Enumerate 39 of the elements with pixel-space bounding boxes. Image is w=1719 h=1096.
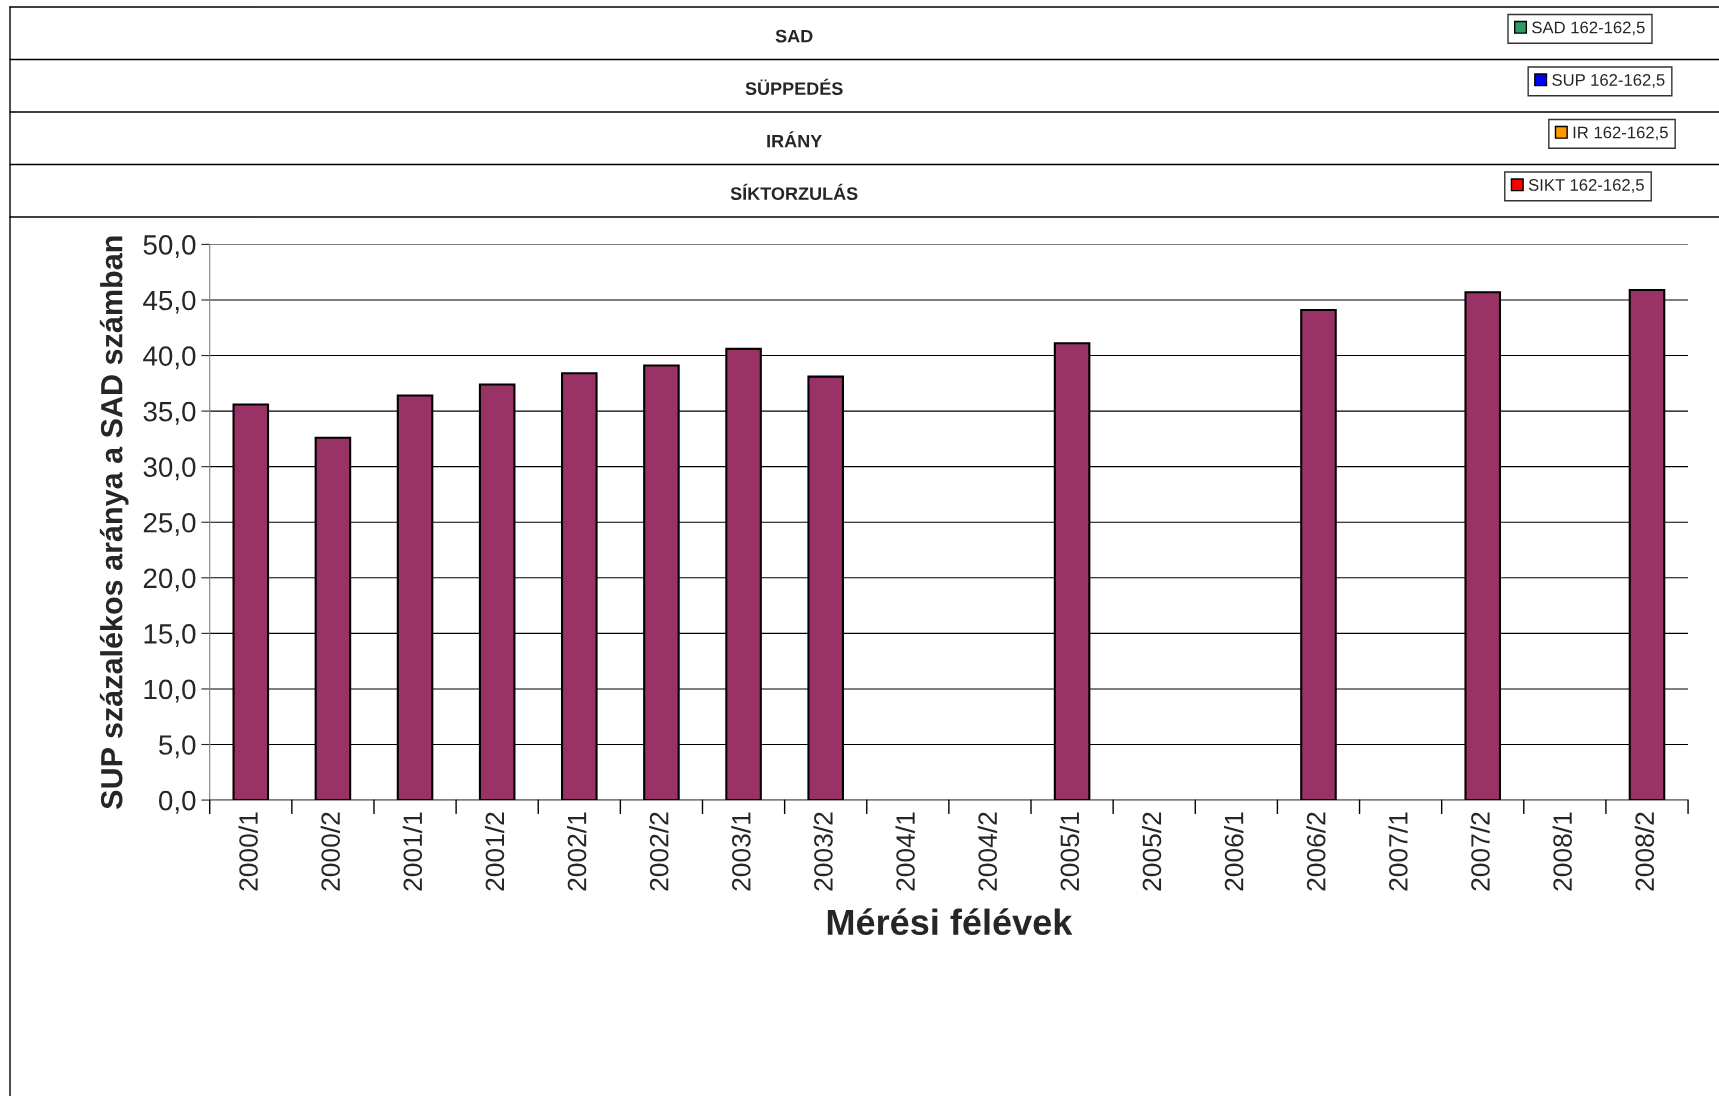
- y-tick-label: 50,0: [143, 235, 196, 259]
- y-tick-label: 35,0: [143, 401, 196, 425]
- y-tick-label: 45,0: [143, 290, 196, 314]
- y-tick-label: 10,0: [144, 679, 196, 703]
- x-tick-label: 2006/1: [1224, 812, 1244, 891]
- legend-label: SUP 162-162,5: [1552, 74, 1665, 88]
- y-tick-label: 40,0: [143, 346, 196, 370]
- y-tick-label: 25,0: [143, 512, 196, 536]
- legend-label: SAD 162-162,5: [1532, 21, 1645, 36]
- y-tick-label: 5,0: [159, 735, 196, 759]
- y-tick-label: 20,0: [143, 568, 196, 592]
- y-tick-label: 15,0: [144, 624, 196, 647]
- x-tick-label: 2008/2: [1634, 812, 1655, 891]
- x-tick-label: 2000/1: [238, 812, 258, 891]
- text: SÍKTORZULÁS: [730, 183, 858, 200]
- x-tick-label: 2002/1: [567, 812, 587, 891]
- x-tick-label: 2000/2: [320, 812, 340, 891]
- y-tick-label: 0,0: [159, 790, 196, 814]
- x-tick-label: 2003/1: [731, 812, 751, 891]
- x-tick-label: 2004/1: [895, 812, 915, 891]
- text: IRÁNY: [767, 131, 822, 148]
- x-tick-label: 2004/2: [977, 812, 998, 891]
- y-tick-label: 30,0: [143, 457, 196, 481]
- text: SAD: [775, 29, 813, 43]
- legend-label: IR 162-162,5: [1573, 126, 1668, 141]
- x-tick-label: 2006/2: [1306, 812, 1326, 891]
- x-tick-label: 2007/1: [1388, 812, 1408, 891]
- y-axis-title: SUP százalékos aránya a SAD számban: [99, 236, 129, 809]
- x-axis-title: Mérési félévek: [827, 908, 1073, 936]
- x-tick-label: 2008/1: [1552, 812, 1572, 891]
- x-tick-label: 2003/2: [813, 812, 833, 891]
- x-tick-label: 2002/2: [649, 812, 669, 891]
- x-tick-label: 2001/1: [402, 812, 423, 891]
- x-tick-label: 2007/2: [1470, 812, 1490, 891]
- x-tick-label: 2005/1: [1059, 812, 1080, 891]
- legend-label: SIKT 162-162,5: [1528, 179, 1644, 193]
- x-tick-label: 2001/2: [484, 812, 505, 891]
- text: SÜPPEDÉS: [745, 78, 843, 95]
- x-tick-label: 2005/2: [1141, 812, 1162, 891]
